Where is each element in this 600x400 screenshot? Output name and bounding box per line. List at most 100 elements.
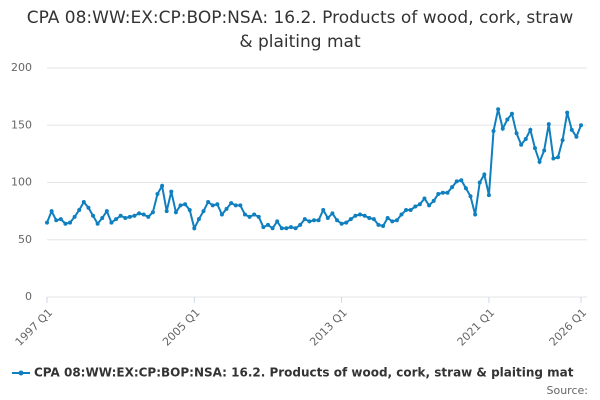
point [210, 203, 215, 208]
point [86, 205, 91, 210]
point [399, 212, 404, 217]
x-tick-label: 2013 Q1 [307, 306, 350, 349]
y-tick-label: 200 [11, 61, 32, 74]
point [63, 221, 68, 226]
point [164, 209, 169, 214]
point [390, 219, 395, 224]
point [491, 128, 496, 133]
point [542, 148, 547, 153]
point [160, 183, 165, 188]
point [169, 189, 174, 194]
point [100, 215, 105, 220]
point [196, 217, 201, 222]
point [509, 111, 514, 116]
point [496, 107, 501, 112]
point [123, 215, 128, 220]
point [219, 212, 224, 217]
point [270, 226, 275, 231]
point [381, 224, 386, 229]
point [293, 226, 298, 231]
point [72, 214, 77, 219]
point [187, 207, 192, 212]
y-tick-label: 150 [11, 118, 32, 131]
point [353, 213, 358, 218]
point [114, 217, 119, 222]
point [417, 202, 422, 207]
point [514, 131, 519, 136]
point [91, 213, 96, 218]
point [178, 203, 183, 208]
point [427, 203, 432, 208]
point [454, 179, 459, 184]
point [279, 226, 284, 231]
point [579, 123, 583, 128]
point [546, 122, 551, 127]
point [127, 214, 132, 219]
line [46, 108, 582, 232]
point [436, 191, 441, 196]
point [560, 138, 565, 143]
point [385, 215, 390, 220]
point [325, 215, 330, 220]
point [431, 198, 436, 203]
point [192, 226, 197, 231]
x-tick-label: 2005 Q1 [160, 306, 203, 349]
x-tick-label: 2021 Q1 [455, 306, 498, 349]
point [459, 178, 464, 183]
point [247, 214, 252, 219]
point [81, 199, 86, 204]
point [206, 199, 211, 204]
point [528, 127, 533, 132]
point [330, 211, 335, 216]
x-tick-label: 2026 Q1 [547, 306, 590, 349]
chart-title: CPA 08:WW:EX:CP:BOP:NSA: 16.2. Products … [26, 8, 574, 52]
point [519, 142, 524, 147]
point [450, 185, 455, 190]
point [376, 222, 381, 227]
point [532, 146, 537, 151]
point [141, 212, 146, 217]
point [408, 207, 413, 212]
point [537, 159, 542, 164]
point [316, 218, 321, 223]
legend-marker [18, 370, 24, 376]
point [473, 212, 478, 217]
point [468, 194, 473, 199]
point [404, 207, 409, 212]
point [298, 222, 303, 227]
point [445, 190, 450, 195]
point [288, 225, 293, 230]
point [358, 212, 363, 217]
point [150, 210, 155, 215]
point [440, 190, 445, 195]
point [215, 202, 220, 207]
point [242, 212, 247, 217]
y-tick-label: 100 [11, 176, 32, 189]
point [45, 220, 49, 225]
point [413, 204, 418, 209]
point [252, 212, 257, 217]
y-tick-label: 0 [25, 290, 32, 303]
point [321, 207, 326, 212]
y-tick-label: 50 [18, 233, 32, 246]
point [371, 217, 376, 222]
point [265, 222, 270, 227]
point [238, 203, 243, 208]
point [58, 217, 63, 222]
point [477, 180, 482, 185]
point [555, 155, 560, 160]
point [132, 213, 137, 218]
point [348, 217, 353, 222]
point [77, 207, 82, 212]
point [284, 226, 289, 231]
point [500, 126, 505, 131]
x-tick-label: 1997 Q1 [13, 306, 56, 349]
point [173, 210, 178, 215]
point [362, 213, 367, 218]
point [307, 219, 312, 224]
point [422, 196, 427, 201]
point [68, 220, 73, 225]
point [344, 220, 349, 225]
